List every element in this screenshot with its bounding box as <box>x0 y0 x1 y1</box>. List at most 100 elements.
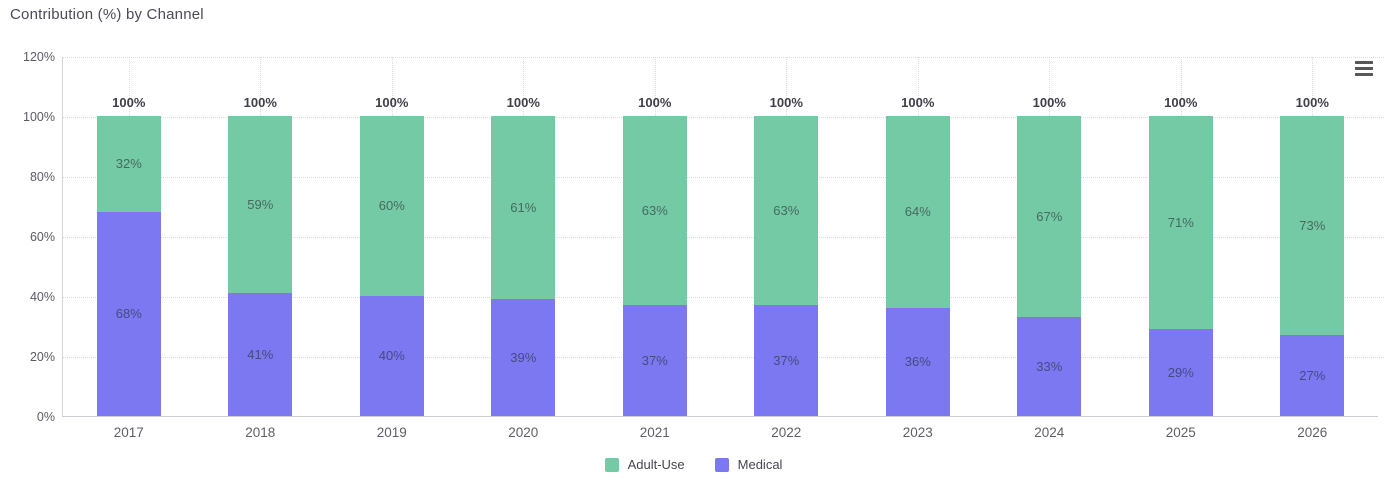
bar-segment-medical-2021[interactable] <box>622 305 687 416</box>
legend-label: Medical <box>737 457 783 472</box>
hamburger-bar <box>1355 60 1373 64</box>
x-axis-tick-label: 2025 <box>1165 425 1196 440</box>
stacked-bar-2019[interactable]: 40% 60% <box>359 116 424 416</box>
bar-segment-medical-2019[interactable] <box>359 296 424 416</box>
stack-total-label: 100% <box>769 95 803 110</box>
bar-segment-adult-use-2023[interactable] <box>885 116 950 308</box>
x-axis-tick-label: 2019 <box>376 425 407 440</box>
stacked-bar-2026[interactable]: 27% 73% <box>1280 116 1345 416</box>
data-label: 67% <box>1036 208 1063 224</box>
data-label: 59% <box>247 196 274 212</box>
stack-total-label: 100% <box>375 95 409 110</box>
data-label: 63% <box>773 202 800 218</box>
data-label: 68% <box>115 306 142 321</box>
data-label: 37% <box>773 352 800 368</box>
hamburger-bar <box>1355 72 1373 76</box>
stacked-bar-2018[interactable]: 41% 59% <box>228 116 293 416</box>
bar-segment-medical-2020[interactable] <box>491 299 556 416</box>
data-label: 32% <box>115 156 142 171</box>
y-axis-tick-label: 100% <box>23 110 55 124</box>
legend-item-medical[interactable]: Medical <box>714 457 783 472</box>
stacked-bar-2021[interactable]: 37% 63% <box>622 116 687 416</box>
data-label: 63% <box>641 202 668 218</box>
x-axis-tick-label: 2024 <box>1034 425 1065 440</box>
bar-segment-adult-use-2024[interactable] <box>1017 116 1082 317</box>
y-axis-tick-label: 60% <box>29 230 55 244</box>
plot-area: 68% 32% 100% 2017 41% 59% 100% 2018 40% 60% 100% 20… <box>62 57 1384 440</box>
bar-segment-medical-2026[interactable] <box>1280 335 1345 416</box>
bar-segment-adult-use-2026[interactable] <box>1280 116 1345 335</box>
category-cells: 68% 32% 100% 2017 41% 59% 100% 2018 40% 60% 100% 20… <box>63 57 1379 440</box>
bar-segment-adult-use-2021[interactable] <box>622 116 687 305</box>
bar-segment-adult-use-2019[interactable] <box>359 116 424 296</box>
y-axis-tick-label: 120% <box>23 50 55 64</box>
stack-total-label: 100% <box>901 95 935 110</box>
stack-total-label: 100% <box>506 95 540 110</box>
data-label: 64% <box>904 204 931 219</box>
stacked-bar-2025[interactable]: 29% 71% <box>1148 116 1213 416</box>
y-axis-tick-label: 0% <box>36 410 55 424</box>
data-label: 37% <box>641 352 668 368</box>
bar-segment-medical-2018[interactable] <box>228 293 293 416</box>
x-axis-tick-label: 2023 <box>902 425 933 440</box>
bar-segment-adult-use-2022[interactable] <box>754 116 819 305</box>
x-axis-tick-label: 2017 <box>113 425 144 440</box>
stack-total-label: 100% <box>1295 95 1329 110</box>
bar-segment-medical-2022[interactable] <box>754 305 819 416</box>
stacked-bar-2022[interactable]: 37% 63% <box>754 116 819 416</box>
y-gridline <box>63 357 1384 358</box>
stacked-bar-2024[interactable]: 33% 67% <box>1017 116 1082 416</box>
category-cell-2021: 37% 63% 100% 2021 <box>589 57 721 440</box>
category-cell-2023: 36% 64% 100% 2023 <box>852 57 984 440</box>
y-axis-tick-label: 20% <box>29 350 55 364</box>
data-label: 39% <box>510 349 537 365</box>
legend-swatch-icon <box>604 457 619 472</box>
y-gridline <box>63 237 1384 238</box>
category-cell-2020: 39% 61% 100% 2020 <box>458 57 590 440</box>
stacked-bar-2020[interactable]: 39% 61% <box>491 116 556 416</box>
category-cell-2017: 68% 32% 100% 2017 <box>63 57 195 440</box>
bar-segment-medical-2023[interactable] <box>885 308 950 416</box>
data-label: 60% <box>378 198 405 213</box>
chart-title: Contribution (%) by Channel <box>10 6 204 23</box>
category-cell-2019: 40% 60% 100% 2019 <box>326 57 458 440</box>
data-label: 33% <box>1036 358 1063 374</box>
bar-segment-medical-2025[interactable] <box>1148 329 1213 416</box>
legend-label: Adult-Use <box>627 457 685 472</box>
stacked-bar-2017[interactable]: 68% 32% <box>96 116 161 416</box>
data-label: 40% <box>378 348 405 363</box>
data-label: 61% <box>510 199 537 215</box>
chart-legend: Adult-Use Medical <box>0 457 1387 472</box>
stacked-bar-2023[interactable]: 36% 64% <box>885 116 950 416</box>
hamburger-menu-icon[interactable] <box>1352 58 1376 78</box>
y-gridline <box>63 117 1384 118</box>
bar-segment-adult-use-2025[interactable] <box>1148 116 1213 329</box>
legend-item-adult-use[interactable]: Adult-Use <box>604 457 685 472</box>
category-cell-2026: 27% 73% 100% 2026 <box>1247 57 1379 440</box>
category-cell-2024: 33% 67% 100% 2024 <box>984 57 1116 440</box>
category-cell-2018: 41% 59% 100% 2018 <box>195 57 327 440</box>
stack-total-label: 100% <box>243 95 277 110</box>
data-label: 29% <box>1167 364 1194 380</box>
x-axis-tick-label: 2022 <box>771 425 802 440</box>
stack-total-label: 100% <box>1164 95 1198 110</box>
y-gridline <box>63 297 1384 298</box>
y-axis-tick-label: 80% <box>29 170 55 184</box>
stack-total-label: 100% <box>638 95 672 110</box>
bar-segment-adult-use-2017[interactable] <box>96 116 161 212</box>
y-gridline <box>63 57 1384 58</box>
data-label: 36% <box>904 354 931 369</box>
bar-segment-medical-2017[interactable] <box>96 212 161 416</box>
data-label: 73% <box>1299 217 1326 233</box>
bar-segment-adult-use-2018[interactable] <box>228 116 293 293</box>
data-label: 71% <box>1167 214 1194 230</box>
stack-total-label: 100% <box>112 95 146 110</box>
bar-segment-medical-2024[interactable] <box>1017 317 1082 416</box>
bar-segment-adult-use-2020[interactable] <box>491 116 556 299</box>
legend-swatch-icon <box>714 457 729 472</box>
x-axis-tick-label: 2026 <box>1297 425 1328 440</box>
data-label: 27% <box>1299 367 1326 383</box>
x-axis-tick-label: 2018 <box>245 425 276 440</box>
x-axis-tick-label: 2020 <box>508 425 539 440</box>
